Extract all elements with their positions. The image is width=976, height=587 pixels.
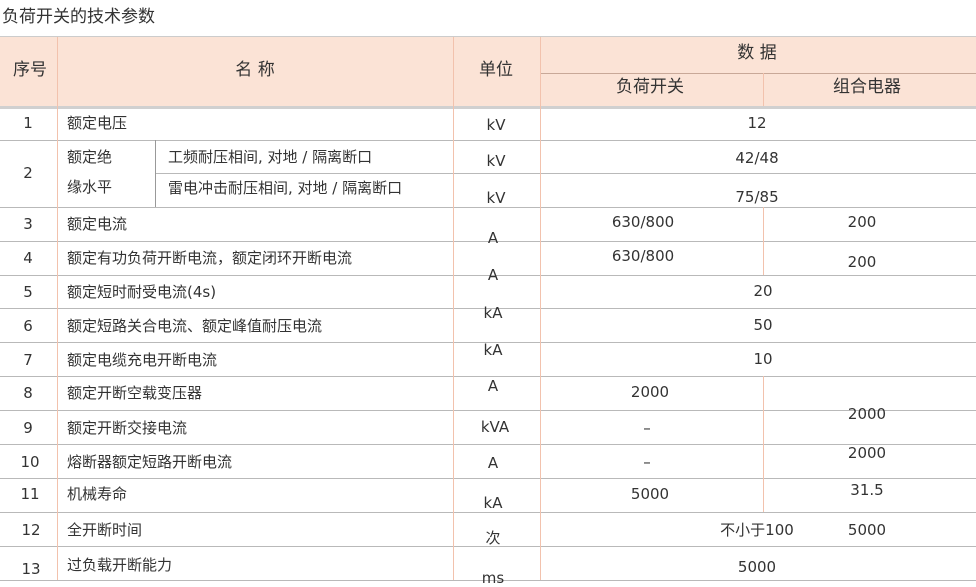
row-unit: ms [481, 569, 505, 587]
row-name: 额定开断交接电流 [67, 419, 188, 437]
grid-line [57, 37, 58, 580]
header-col2: 组合电器 [833, 77, 901, 97]
grid-line [763, 376, 764, 512]
row-value: 20 [753, 282, 773, 300]
header-col1: 负荷开关 [616, 77, 684, 97]
row-value: 2000 [847, 444, 887, 462]
row-value: 200 [847, 213, 877, 231]
row-unit: kA [483, 341, 503, 359]
header-unit: 单位 [479, 60, 513, 80]
grid-line [0, 342, 976, 343]
row-value: 5000 [630, 485, 670, 503]
row-name: 额定电缆充电开断电流 [67, 351, 218, 369]
grid-line [0, 580, 976, 581]
row-value: 50 [753, 316, 773, 334]
grid-line [0, 512, 976, 513]
grid-line [0, 444, 976, 445]
grid-line [0, 36, 976, 37]
row-name: 熔断器额定短路开断电流 [67, 453, 233, 471]
row-subname: 雷电冲击耐压相间, 对地 / 隔离断口 [168, 179, 403, 197]
grid-line [0, 106, 976, 109]
row-value: 630/800 [611, 247, 675, 265]
row-name: 额定电流 [67, 215, 128, 233]
row-no: 4 [23, 249, 33, 267]
header-name: 名 称 [235, 60, 275, 80]
row-unit: kA [483, 494, 503, 512]
row-name: 缘水平 [67, 178, 113, 196]
row-no: 11 [20, 485, 40, 503]
row-no: 3 [23, 215, 33, 233]
grid-line [0, 275, 976, 276]
row-value: – [643, 453, 651, 471]
row-unit: A [487, 377, 499, 395]
row-name: 额定短路关合电流、额定峰值耐压电流 [67, 317, 323, 335]
row-unit: kA [483, 304, 503, 322]
grid-line [155, 173, 976, 174]
row-unit: A [487, 266, 499, 284]
row-unit: kV [486, 189, 506, 207]
row-value: 75/85 [735, 188, 779, 206]
row-unit: kVA [480, 418, 510, 436]
row-no: 6 [23, 317, 33, 335]
row-unit: A [487, 454, 499, 472]
row-value: 10 [753, 350, 773, 368]
row-value: 42/48 [735, 149, 779, 167]
header-no: 序号 [13, 60, 47, 80]
grid-line [0, 410, 976, 411]
row-subname: 工频耐压相间, 对地 / 隔离断口 [168, 148, 373, 166]
grid-line [0, 241, 976, 242]
row-value: 12 [747, 114, 767, 132]
row-value: – [643, 419, 651, 437]
row-value: 5000 [847, 521, 887, 539]
row-unit: kV [486, 116, 506, 134]
row-no: 5 [23, 283, 33, 301]
grid-line [0, 308, 976, 309]
grid-line [0, 546, 976, 547]
grid-line [763, 207, 764, 275]
row-value: 5000 [737, 558, 777, 576]
grid-line [540, 37, 541, 580]
row-name: 机械寿命 [67, 485, 128, 503]
row-name: 额定有功负荷开断电流，额定闭环开断电流 [67, 249, 353, 267]
grid-line [0, 140, 976, 141]
row-name: 全开断时间 [67, 521, 143, 539]
row-no: 8 [23, 384, 33, 402]
row-value: 630/800 [611, 213, 675, 231]
row-value: 200 [847, 253, 877, 271]
header-data: 数 据 [737, 43, 777, 63]
grid-line [0, 478, 976, 479]
row-no: 1 [23, 114, 33, 132]
row-value: 2000 [847, 405, 887, 423]
grid-line [0, 376, 976, 377]
row-unit: kV [486, 152, 506, 170]
grid-line [763, 73, 764, 106]
row-no: 13 [21, 560, 41, 578]
row-no: 2 [23, 164, 33, 182]
grid-line [540, 73, 976, 74]
row-no: 10 [20, 453, 40, 471]
row-value: 不小于100 [720, 521, 794, 539]
row-name: 额定短时耐受电流(4s) [67, 283, 217, 301]
row-name: 额定绝 [67, 148, 113, 166]
row-no: 12 [21, 521, 41, 539]
table-title: 负荷开关的技术参数 [2, 7, 155, 27]
row-unit: A [487, 229, 499, 247]
grid-line [0, 207, 976, 208]
grid-line [155, 140, 156, 207]
row-name: 过负载开断能力 [67, 556, 173, 574]
row-unit: 次 [485, 529, 501, 547]
row-name: 额定开断空载变压器 [67, 384, 203, 402]
row-value: 2000 [630, 383, 670, 401]
row-name: 额定电压 [67, 114, 128, 132]
table-header [0, 37, 976, 106]
row-value: 31.5 [850, 481, 884, 499]
row-no: 7 [23, 351, 33, 369]
grid-line [453, 37, 454, 580]
row-no: 9 [23, 419, 33, 437]
